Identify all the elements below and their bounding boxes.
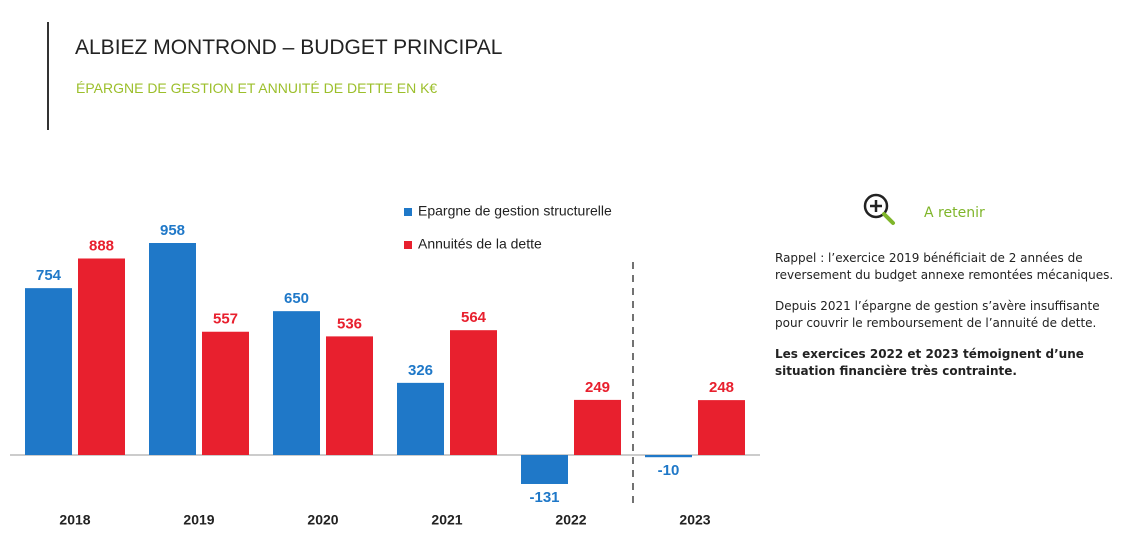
side-heading: A retenir: [924, 205, 985, 221]
legend-label: Annuités de la dette: [418, 236, 542, 252]
x-tick-label: 2019: [183, 512, 214, 528]
note: Depuis 2021 l’épargne de gestion s’avère…: [775, 299, 1100, 330]
data-label: -131: [529, 489, 559, 506]
bar: [202, 331, 249, 455]
data-label: 536: [337, 315, 362, 332]
data-label: 564: [461, 309, 487, 326]
data-label: 249: [585, 379, 610, 396]
bar: [397, 382, 444, 455]
note: Rappel : l’exercice 2019 bénéficiait de …: [775, 251, 1114, 282]
data-label: 958: [160, 222, 185, 239]
note: Les exercices 2022 et 2023 témoignent d’…: [775, 347, 1084, 378]
bar: [149, 243, 196, 455]
legend-label: Epargne de gestion structurelle: [418, 203, 612, 219]
bar: [78, 258, 125, 455]
data-label: 557: [213, 311, 238, 328]
subtitle: ÉPARGNE DE GESTION ET ANNUITÉ DE DETTE E…: [76, 80, 438, 96]
x-tick-label: 2023: [679, 512, 710, 528]
data-label: 248: [709, 379, 734, 396]
x-tick-label: 2020: [307, 512, 338, 528]
legend-swatch: [404, 241, 412, 249]
title: ALBIEZ MONTROND – BUDGET PRINCIPAL: [75, 36, 503, 59]
bar: [698, 400, 745, 455]
x-tick-label: 2021: [431, 512, 462, 528]
bar: [574, 399, 621, 455]
data-label: 326: [408, 362, 433, 379]
bar: [450, 330, 497, 455]
x-tick-label: 2022: [555, 512, 586, 528]
side-notes: Rappel : l’exercice 2019 bénéficiait de …: [775, 250, 1125, 394]
bar: [326, 336, 373, 455]
data-label: 754: [36, 267, 62, 284]
bar: [521, 455, 568, 484]
data-label: 888: [89, 237, 114, 254]
bar: [273, 311, 320, 455]
data-label: -10: [658, 462, 680, 479]
data-label: 650: [284, 290, 309, 307]
legend-swatch: [404, 208, 412, 216]
bar: [25, 288, 72, 455]
zoom-icon: [863, 193, 895, 225]
x-tick-label: 2018: [59, 512, 90, 528]
bar: [645, 455, 692, 458]
